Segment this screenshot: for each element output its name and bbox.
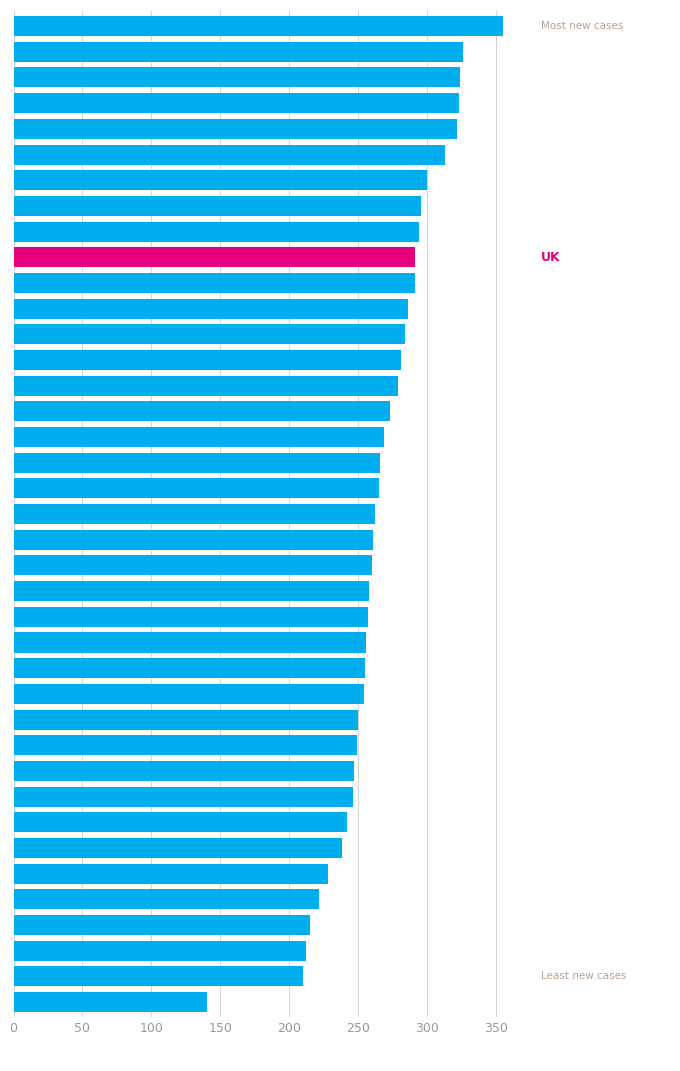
Bar — [14, 582, 369, 601]
Bar — [14, 992, 207, 1012]
Bar — [14, 556, 372, 575]
Bar — [14, 453, 380, 472]
Bar — [14, 940, 306, 961]
Bar — [14, 93, 458, 114]
Bar — [14, 350, 401, 369]
Bar — [14, 709, 358, 729]
Bar — [14, 299, 408, 319]
Bar — [14, 659, 365, 678]
Bar — [14, 325, 405, 344]
Bar — [14, 812, 347, 832]
Bar — [14, 196, 422, 216]
Bar — [14, 863, 328, 884]
Bar — [14, 966, 303, 986]
Bar — [14, 170, 427, 191]
Bar — [14, 119, 457, 139]
Text: Most new cases: Most new cases — [541, 21, 624, 31]
Bar — [14, 247, 415, 268]
Bar — [14, 838, 341, 858]
Bar — [14, 684, 364, 704]
Text: Least new cases: Least new cases — [541, 971, 627, 981]
Bar — [14, 402, 390, 421]
Bar — [14, 889, 320, 909]
Bar — [14, 760, 354, 781]
Bar — [14, 273, 415, 293]
Bar — [14, 67, 460, 88]
Bar — [14, 42, 463, 62]
Bar — [14, 530, 373, 549]
Text: UK: UK — [541, 251, 561, 263]
Bar — [14, 222, 419, 242]
Bar — [14, 504, 375, 524]
Bar — [14, 479, 379, 498]
Bar — [14, 145, 445, 165]
Bar — [14, 427, 384, 447]
Bar — [14, 16, 503, 36]
Bar — [14, 633, 367, 652]
Bar — [14, 786, 352, 806]
Bar — [14, 607, 368, 627]
Bar — [14, 735, 357, 755]
Bar — [14, 376, 398, 395]
Bar — [14, 915, 310, 935]
